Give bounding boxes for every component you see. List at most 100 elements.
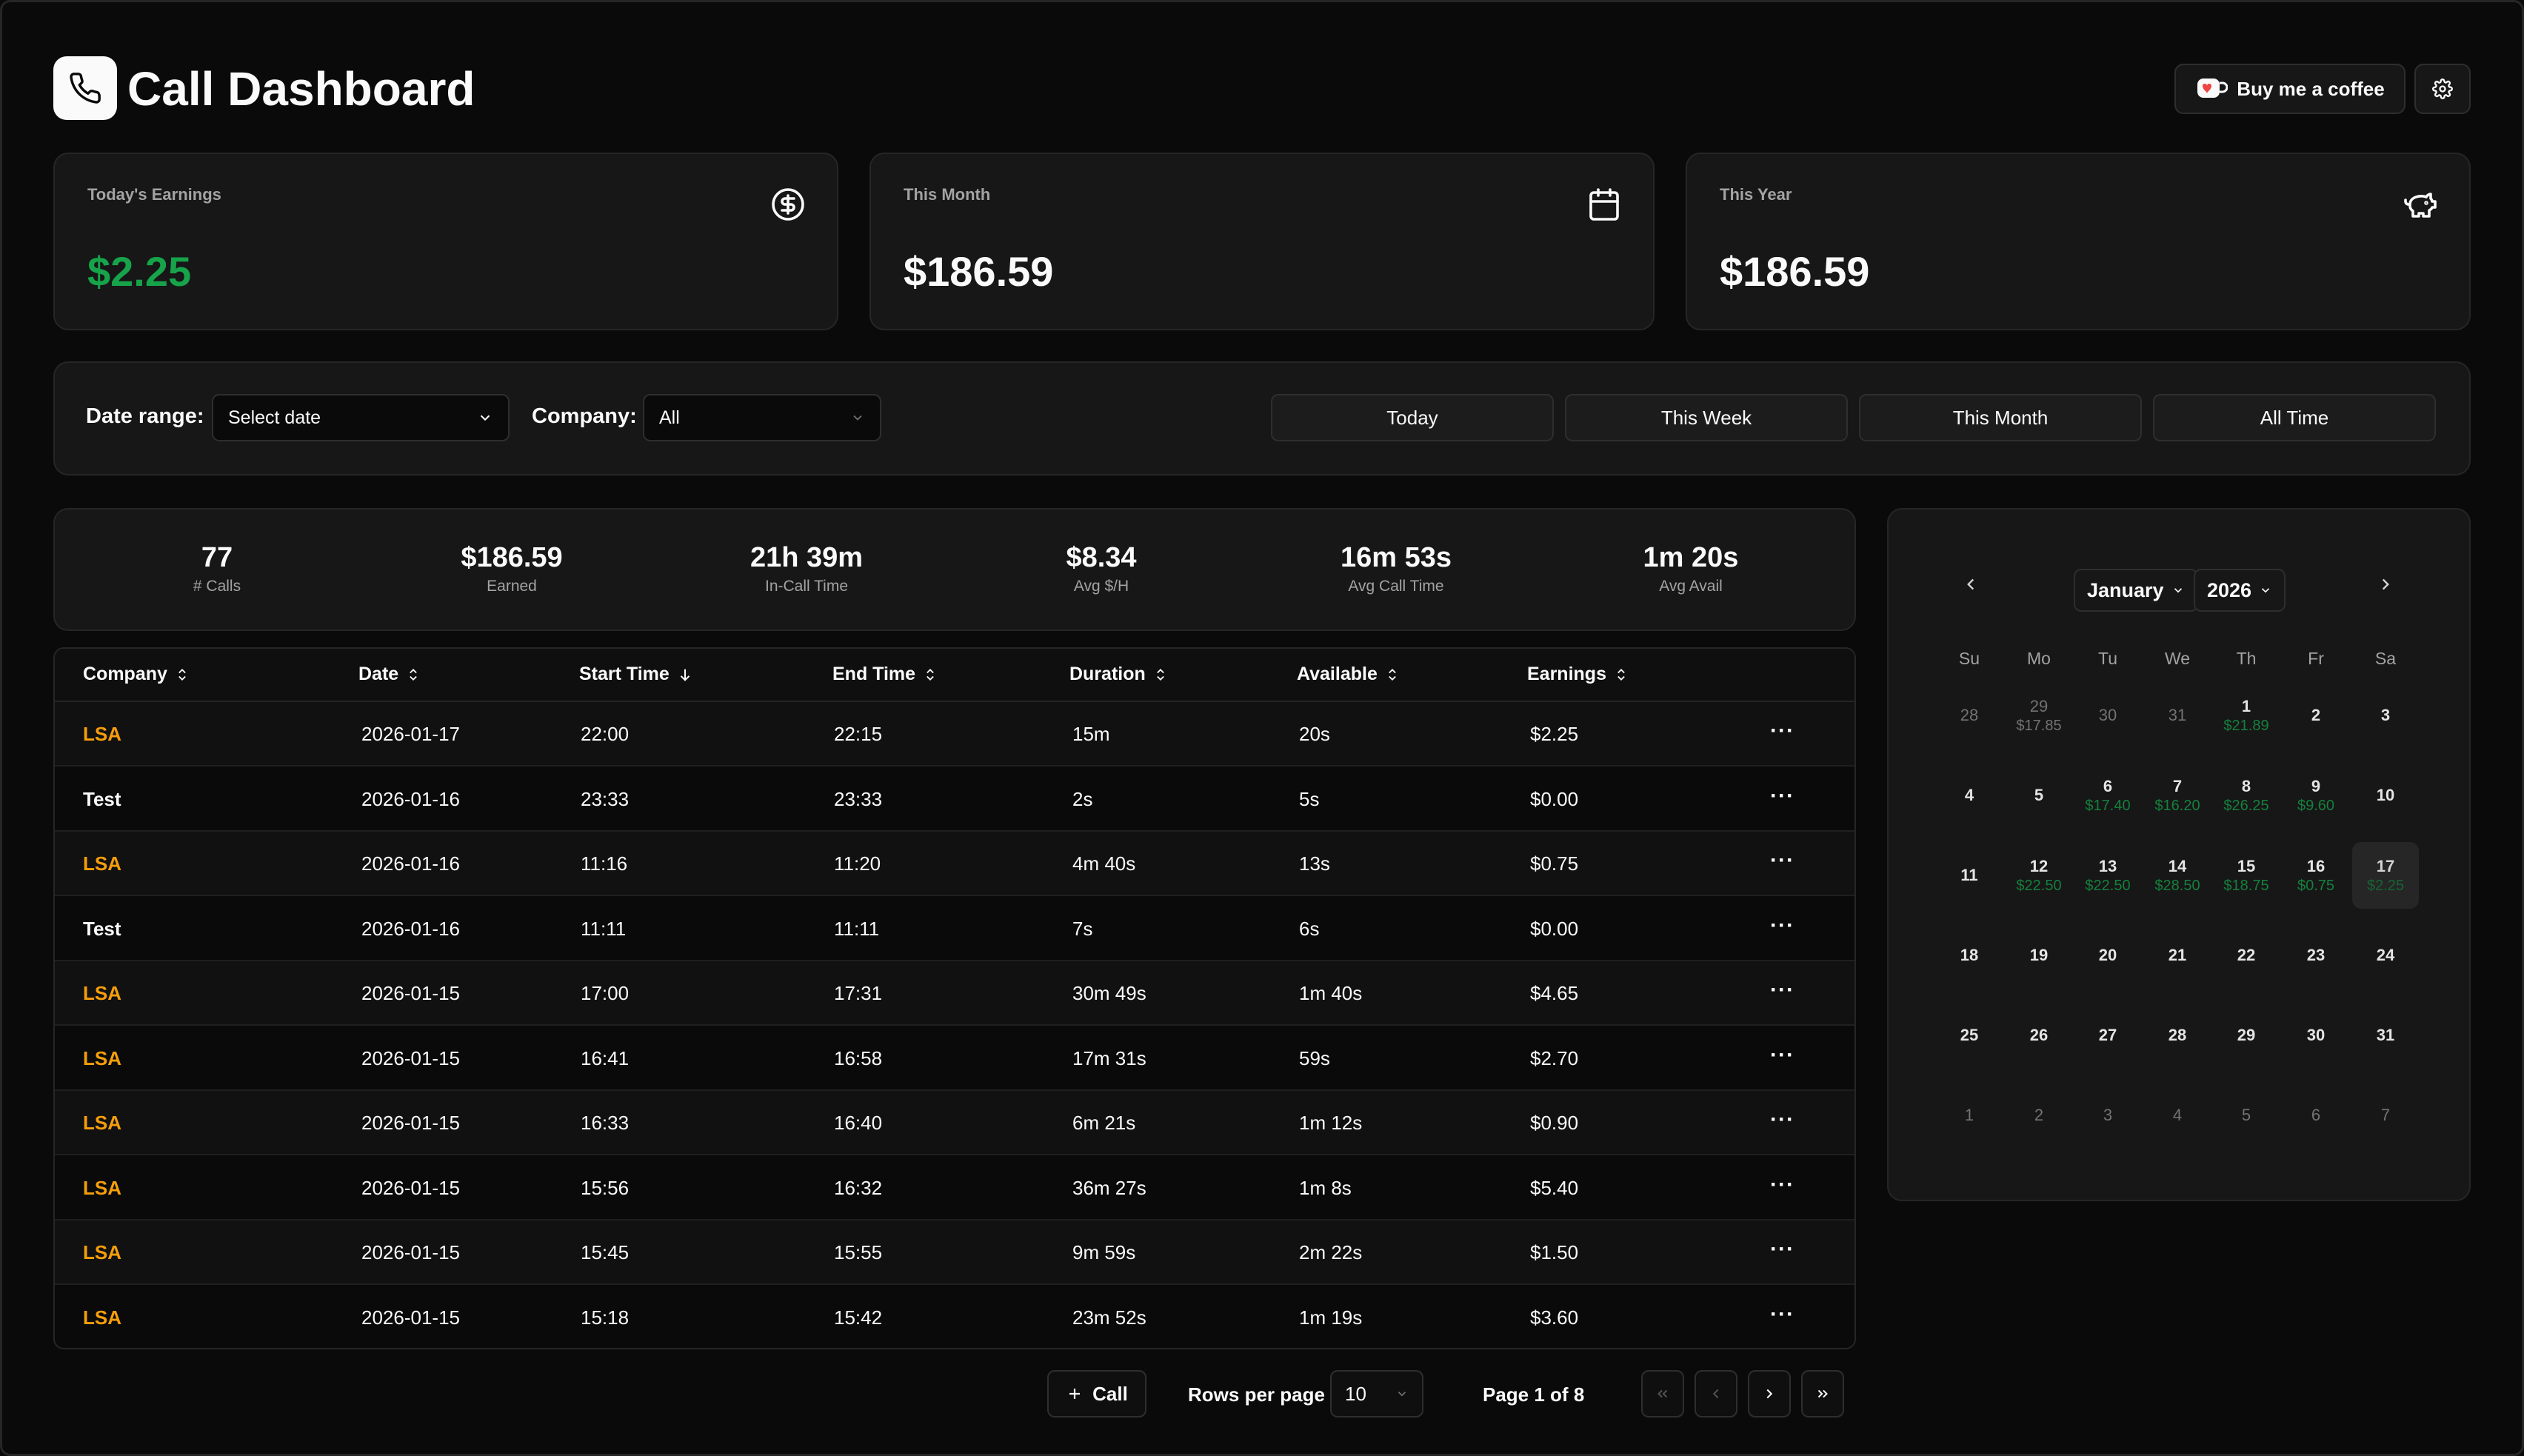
calendar-day[interactable]: 13 $22.50 (2074, 842, 2141, 909)
range-today-button[interactable]: Today (1271, 394, 1554, 441)
column-header-earnings[interactable]: Earnings (1527, 664, 1629, 685)
column-header-company[interactable]: Company (83, 664, 190, 685)
calendar-day[interactable]: 18 (1936, 922, 2003, 989)
row-actions-menu-icon[interactable]: ··· (1770, 718, 1794, 743)
row-actions-menu-icon[interactable]: ··· (1770, 848, 1794, 872)
calendar-day-number: 27 (2098, 1026, 2117, 1044)
calendar-day[interactable]: 1 (1936, 1082, 2003, 1149)
cell-duration: 17m 31s (1072, 1046, 1146, 1069)
calendar-day[interactable]: 19 (2006, 922, 2072, 989)
summary-value: 21h 39m (749, 542, 864, 573)
row-actions-menu-icon[interactable]: ··· (1770, 1237, 1794, 1261)
calendar-day[interactable]: 2 (2006, 1082, 2072, 1149)
calendar-prev-month-button[interactable] (1961, 575, 1980, 599)
calendar-day[interactable]: 24 (2352, 922, 2419, 989)
settings-button[interactable] (2414, 64, 2471, 114)
calendar-day[interactable]: 20 (2074, 922, 2141, 989)
date-range-select[interactable]: Select date (212, 394, 510, 441)
calendar-day[interactable]: 11 (1936, 842, 2003, 909)
calendar-day[interactable]: 12 $22.50 (2006, 842, 2072, 909)
calendar-day[interactable]: 6 (2283, 1082, 2349, 1149)
calendar-day[interactable]: 31 (2352, 1002, 2419, 1069)
summary-label: Avg Avail (1659, 578, 1723, 595)
calendar-day-earnings: $0.75 (2297, 878, 2335, 894)
calendar-day[interactable]: 29 (2213, 1002, 2280, 1069)
table-row[interactable]: Test 2026-01-16 23:33 23:33 2s 5s $0.00 ··· (55, 767, 1854, 832)
table-row[interactable]: LSA 2026-01-15 15:56 16:32 36m 27s 1m 8s $5.40… (55, 1155, 1854, 1220)
range-this-month-button[interactable]: This Month (1859, 394, 2142, 441)
table-row[interactable]: LSA 2026-01-15 16:41 16:58 17m 31s 59s $2.70 ··… (55, 1026, 1854, 1091)
first-page-button[interactable] (1641, 1370, 1684, 1417)
calendar-day[interactable]: 17 $2.25 (2352, 842, 2419, 909)
previous-page-button[interactable] (1695, 1370, 1737, 1417)
calendar-day[interactable]: 21 (2144, 922, 2211, 989)
calendar-day[interactable]: 30 (2074, 682, 2141, 749)
column-header-available[interactable]: Available (1297, 664, 1400, 685)
calendar-month-select[interactable]: January (2074, 569, 2198, 612)
calendar-day[interactable]: 23 (2283, 922, 2349, 989)
table-row[interactable]: LSA 2026-01-15 15:18 15:42 23m 52s 1m 19s $3.6… (55, 1285, 1854, 1348)
calendar-day[interactable]: 28 (2144, 1002, 2211, 1069)
range-this-week-button[interactable]: This Week (1565, 394, 1848, 441)
calendar-year-select[interactable]: 2026 (2194, 569, 2286, 612)
calendar-day[interactable]: 10 (2352, 762, 2419, 829)
calendar-day[interactable]: 15 $18.75 (2213, 842, 2280, 909)
row-actions-menu-icon[interactable]: ··· (1770, 783, 1794, 808)
calendar-day[interactable]: 22 (2213, 922, 2280, 989)
rows-per-page-select[interactable]: 10 (1330, 1370, 1423, 1417)
calendar-day[interactable]: 5 (2006, 762, 2072, 829)
cell-start-time: 15:56 (581, 1176, 630, 1199)
calendar-day[interactable]: 8 $26.25 (2213, 762, 2280, 829)
calendar-day[interactable]: 5 (2213, 1082, 2280, 1149)
calendar-day[interactable]: 2 (2283, 682, 2349, 749)
table-row[interactable]: LSA 2026-01-15 15:45 15:55 9m 59s 2m 22s $1.50… (55, 1220, 1854, 1285)
table-row[interactable]: LSA 2026-01-15 16:33 16:40 6m 21s 1m 12s $0.90… (55, 1091, 1854, 1155)
calendar-day[interactable]: 7 (2352, 1082, 2419, 1149)
table-row[interactable]: Test 2026-01-16 11:11 11:11 7s 6s $0.00 ··· (55, 896, 1854, 961)
cell-earnings: $2.25 (1530, 723, 1579, 745)
calendar-day[interactable]: 27 (2074, 1002, 2141, 1069)
column-header-start-time[interactable]: Start Time (579, 664, 693, 685)
column-header-duration[interactable]: Duration (1069, 664, 1168, 685)
row-actions-menu-icon[interactable]: ··· (1770, 1301, 1794, 1326)
row-actions-menu-icon[interactable]: ··· (1770, 1042, 1794, 1067)
calendar-day[interactable]: 3 (2352, 682, 2419, 749)
calendar-day[interactable]: 6 $17.40 (2074, 762, 2141, 829)
calendar-day[interactable]: 25 (1936, 1002, 2003, 1069)
calendar-day[interactable]: 4 (2144, 1082, 2211, 1149)
calendar-day-number: 4 (1964, 786, 1974, 804)
add-call-button[interactable]: Call (1047, 1370, 1146, 1417)
cell-company: LSA (83, 982, 121, 1004)
table-row[interactable]: LSA 2026-01-15 17:00 17:31 30m 49s 1m 40s $4.6… (55, 961, 1854, 1026)
row-actions-menu-icon[interactable]: ··· (1770, 1107, 1794, 1132)
calendar-day-number: 25 (1960, 1026, 1979, 1044)
company-select[interactable]: All (643, 394, 881, 441)
range-all-time-button[interactable]: All Time (2153, 394, 2436, 441)
calendar-day[interactable]: 31 (2144, 682, 2211, 749)
calendar-day[interactable]: 30 (2283, 1002, 2349, 1069)
column-header-date[interactable]: Date (358, 664, 421, 685)
calendar-day[interactable]: 4 (1936, 762, 2003, 829)
row-actions-menu-icon[interactable]: ··· (1770, 1172, 1794, 1197)
calendar-day[interactable]: 9 $9.60 (2283, 762, 2349, 829)
cell-available: 59s (1299, 1046, 1330, 1069)
column-header-end-time[interactable]: End Time (832, 664, 938, 685)
row-actions-menu-icon[interactable]: ··· (1770, 978, 1794, 1002)
calendar-day[interactable]: 16 $0.75 (2283, 842, 2349, 909)
next-page-button[interactable] (1748, 1370, 1791, 1417)
last-page-button[interactable] (1801, 1370, 1844, 1417)
calendar-day[interactable]: 14 $28.50 (2144, 842, 2211, 909)
buy-coffee-button[interactable]: Buy me a coffee (2174, 64, 2406, 114)
app-logo (53, 56, 117, 120)
sort-icon (410, 668, 418, 681)
table-row[interactable]: LSA 2026-01-16 11:16 11:20 4m 40s 13s $0.75 ··· (55, 832, 1854, 896)
table-row[interactable]: LSA 2026-01-17 22:00 22:15 15m 20s $2.25 ··· (55, 702, 1854, 767)
calendar-day[interactable]: 29 $17.85 (2006, 682, 2072, 749)
calendar-next-month-button[interactable] (2376, 575, 2395, 599)
calendar-day[interactable]: 26 (2006, 1002, 2072, 1069)
row-actions-menu-icon[interactable]: ··· (1770, 912, 1794, 938)
calendar-day[interactable]: 7 $16.20 (2144, 762, 2211, 829)
calendar-day[interactable]: 1 $21.89 (2213, 682, 2280, 749)
calendar-day[interactable]: 28 (1936, 682, 2003, 749)
calendar-day[interactable]: 3 (2074, 1082, 2141, 1149)
